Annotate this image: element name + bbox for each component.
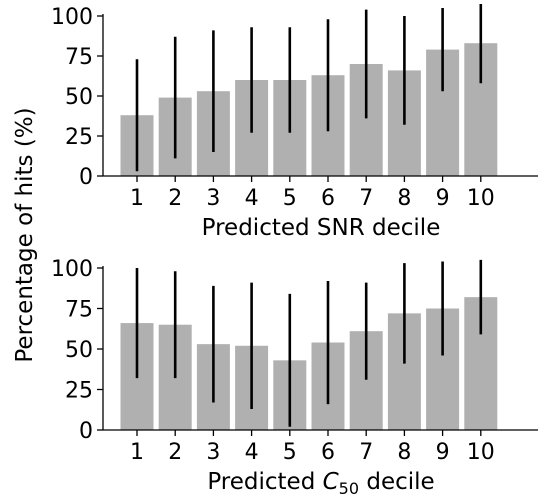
x-tick-label: 5: [283, 186, 297, 211]
x-tick-label: 3: [206, 440, 220, 465]
x-axis-label-snr: Predicted SNR decile: [202, 215, 441, 241]
x-tick-label: 1: [130, 440, 144, 465]
y-tick-label: 75: [65, 298, 93, 323]
y-tick-label: 50: [65, 338, 93, 363]
x-tick-label: 5: [283, 440, 297, 465]
x-tick-label: 1: [130, 186, 144, 211]
x-axis-label-c50-main: Predicted: [207, 469, 322, 495]
x-tick-label: 3: [206, 186, 220, 211]
y-tick-label: 0: [79, 419, 93, 444]
x-axis-label-c50-tail: decile: [359, 469, 435, 495]
x-tick-label: 10: [467, 440, 495, 465]
y-tick-label: 25: [65, 125, 93, 150]
x-tick-label: 8: [397, 440, 411, 465]
y-tick-label: 100: [51, 5, 93, 30]
x-tick-label: 6: [321, 440, 335, 465]
x-tick-label: 7: [359, 440, 373, 465]
x-tick-label: 4: [245, 186, 259, 211]
x-tick-label: 6: [321, 186, 335, 211]
y-tick-label: 100: [51, 257, 93, 282]
x-tick-label: 4: [245, 440, 259, 465]
y-tick-label: 25: [65, 379, 93, 404]
x-tick-label: 7: [359, 186, 373, 211]
x-axis-label-c50-sub: 50: [339, 479, 359, 495]
snr-panel: 0 25 50 75 100 1 2 3 4 5 6 7 8 9 10: [51, 4, 538, 211]
x-tick-label: 2: [168, 186, 182, 211]
x-tick-label: 9: [436, 186, 450, 211]
x-tick-label: 8: [397, 186, 411, 211]
x-axis-label-c50-italic: C: [323, 469, 339, 495]
y-axis-label: Percentage of hits (%): [12, 107, 38, 362]
x-tick-label: 10: [467, 186, 495, 211]
y-tick-label: 50: [65, 85, 93, 110]
x-tick-label: 2: [168, 440, 182, 465]
x-axis-label-c50: Predicted C50 decile: [207, 469, 434, 495]
c50-panel: 0 25 50 75 100 1 2 3 4 5 6 7 8 9 10: [51, 257, 538, 465]
y-tick-label: 75: [65, 45, 93, 70]
y-tick-label: 0: [79, 165, 93, 190]
x-tick-label: 9: [436, 440, 450, 465]
